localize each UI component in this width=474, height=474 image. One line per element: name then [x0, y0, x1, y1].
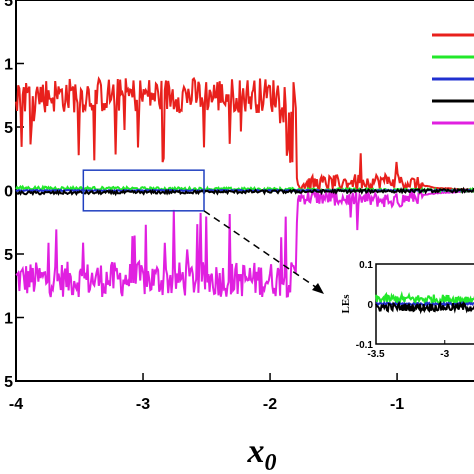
series-line [15, 188, 474, 298]
inset-x-tick-label: -3 [440, 349, 449, 360]
y-tick-label: 1 [4, 311, 13, 328]
inset-y-tick-label: 0 [367, 300, 373, 311]
y-tick-label: 5 [4, 374, 13, 391]
x-tick-label: -3 [136, 396, 150, 413]
x-tick-label: -1 [390, 396, 404, 413]
y-tick-label: 5 [4, 0, 13, 10]
inset-series-line [375, 300, 474, 315]
inset-x-tick-label: -3.5 [367, 349, 385, 360]
series-line [15, 186, 474, 197]
inset-y-tick-label: -0.1 [356, 340, 374, 351]
y-tick-label: 0 [4, 184, 13, 201]
y-tick-label: 5 [4, 247, 13, 264]
x-axis-label-subscript: 0 [265, 450, 277, 474]
inset-y-axis-label: LEs [340, 294, 352, 314]
x-tick-label: -2 [263, 396, 277, 413]
inset-y-tick-label: 0.1 [359, 260, 373, 271]
x-tick-label: -4 [9, 396, 23, 413]
zoom-arrow-head [312, 283, 324, 294]
y-tick-label: 1 [4, 57, 13, 74]
inset-series-line [375, 290, 474, 307]
inset-chart: -3.5 -3 0.1 0 -0.1 LEs [340, 260, 474, 360]
zoom-layer [82, 169, 324, 294]
y-tick-label: 5 [4, 120, 13, 137]
zoom-box [82, 169, 205, 212]
series-layer [15, 76, 474, 298]
legend [432, 33, 474, 125]
series-line [15, 76, 474, 194]
tick-layer: -4 -3 -2 -1 5 1 5 0 5 1 5 [4, 0, 404, 413]
x-axis-label: x0 [247, 433, 277, 474]
